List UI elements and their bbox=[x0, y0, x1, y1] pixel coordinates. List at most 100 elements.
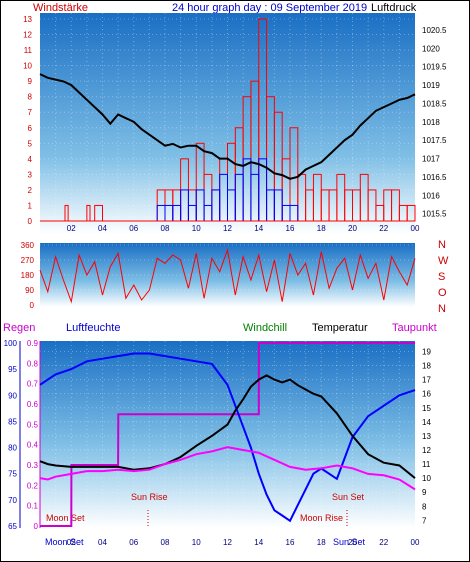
temp-tick-1: 8 bbox=[422, 502, 427, 511]
pressure-tick-2: 1016.5 bbox=[422, 173, 447, 182]
annotation-bottom-moon-set: Moon Set bbox=[45, 537, 84, 547]
legend-regen: Regen bbox=[3, 322, 35, 334]
direction-tick-4: 360 bbox=[21, 241, 35, 250]
pressure-tick-5: 1018 bbox=[422, 118, 440, 127]
rain-tick-8: 0.8 bbox=[27, 359, 39, 368]
top-x-tick-8: 18 bbox=[317, 224, 326, 233]
top-x-tick-0: 02 bbox=[67, 224, 76, 233]
humidity-tick-0: 65 bbox=[8, 522, 17, 531]
pressure-series bbox=[39, 73, 416, 180]
top-x-tick-7: 16 bbox=[286, 224, 295, 233]
wind-tick-12: 12 bbox=[23, 31, 32, 40]
top-x-tick-6: 14 bbox=[254, 224, 263, 233]
compass-letter-3: O bbox=[438, 287, 447, 299]
chart-title: 24 hour graph day : 09 September 2019 bbox=[172, 2, 367, 14]
legend-luftfeuchte: Luftfeuchte bbox=[66, 322, 120, 334]
pressure-tick-9: 1020 bbox=[422, 44, 440, 53]
annotation-moon-rise: Moon Rise bbox=[300, 513, 343, 523]
temp-tick-0: 7 bbox=[422, 516, 427, 525]
legend-temperatur: Temperatur bbox=[312, 322, 368, 334]
compass-letter-1: W bbox=[438, 255, 449, 267]
annotation-moon-set: Moon Set bbox=[46, 513, 85, 523]
wind-tick-11: 11 bbox=[24, 46, 33, 55]
rain-tick-3: 0.3 bbox=[27, 461, 39, 470]
direction-tick-2: 180 bbox=[21, 271, 35, 280]
direction-tick-0: 0 bbox=[30, 301, 35, 310]
rain-tick-6: 0.6 bbox=[27, 400, 39, 409]
humidity-tick-3: 80 bbox=[8, 444, 17, 453]
temp-tick-12: 19 bbox=[422, 347, 431, 356]
annotation-bottom-sun-set: Sun Set bbox=[333, 537, 366, 547]
pressure-tick-4: 1017.5 bbox=[422, 136, 447, 145]
pressure-tick-1: 1016 bbox=[422, 191, 440, 200]
pressure-tick-3: 1017 bbox=[422, 155, 440, 164]
bottom-x-tick-0: 02 bbox=[67, 538, 76, 547]
wind-tick-9: 9 bbox=[28, 77, 33, 86]
pressure-tick-10: 1020.5 bbox=[422, 26, 447, 35]
humidity-tick-5: 90 bbox=[8, 391, 17, 400]
wind-tick-2: 2 bbox=[28, 186, 33, 195]
compass-letter-4: N bbox=[438, 303, 446, 315]
bottom-x-tick-3: 08 bbox=[161, 538, 170, 547]
legend-taupunkt: Taupunkt bbox=[392, 322, 437, 334]
bottom-x-tick-10: 22 bbox=[379, 538, 388, 547]
bottom-x-tick-6: 14 bbox=[254, 538, 263, 547]
humidity-tick-6: 95 bbox=[8, 365, 17, 374]
annotation-sun-rise: Sun Rise bbox=[131, 492, 168, 502]
wind-tick-6: 6 bbox=[28, 124, 33, 133]
temp-tick-6: 13 bbox=[422, 432, 431, 441]
rain-tick-0: 0 bbox=[34, 522, 39, 531]
pressure-tick-7: 1019 bbox=[422, 81, 440, 90]
wind-tick-13: 13 bbox=[23, 15, 32, 24]
compass-letters: N W S O N bbox=[438, 239, 449, 315]
humidity-tick-2: 75 bbox=[8, 470, 17, 479]
rain-tick-7: 0.7 bbox=[27, 380, 39, 389]
rain-tick-9: 0.9 bbox=[27, 339, 39, 348]
wind-tick-8: 8 bbox=[28, 93, 33, 102]
top-x-tick-4: 10 bbox=[192, 224, 201, 233]
pressure-tick-6: 1018.5 bbox=[422, 99, 447, 108]
bottom-x-tick-7: 16 bbox=[286, 538, 295, 547]
top-x-tick-3: 08 bbox=[161, 224, 170, 233]
temp-tick-8: 15 bbox=[422, 404, 431, 413]
humidity-tick-7: 100 bbox=[4, 339, 18, 348]
temp-tick-3: 10 bbox=[422, 474, 431, 483]
direction-tick-1: 90 bbox=[25, 286, 34, 295]
wind-tick-10: 10 bbox=[23, 62, 32, 71]
wind-tick-0: 0 bbox=[28, 217, 33, 226]
rain-tick-4: 0.4 bbox=[27, 441, 39, 450]
temp-tick-5: 12 bbox=[422, 446, 431, 455]
top-x-tick-10: 22 bbox=[379, 224, 388, 233]
pressure-tick-8: 1019.5 bbox=[422, 63, 447, 72]
wind-tick-7: 7 bbox=[28, 108, 33, 117]
wind-tick-3: 3 bbox=[28, 170, 33, 179]
rain-tick-2: 0.2 bbox=[27, 481, 39, 490]
temp-tick-11: 18 bbox=[422, 362, 431, 371]
bottom-x-tick-4: 10 bbox=[192, 538, 201, 547]
top-x-tick-5: 12 bbox=[223, 224, 232, 233]
rain-tick-5: 0.5 bbox=[27, 420, 39, 429]
pressure-tick-0: 1015.5 bbox=[422, 210, 447, 219]
temp-tick-2: 9 bbox=[422, 488, 427, 497]
humidity-series bbox=[39, 352, 416, 523]
humidity-tick-4: 85 bbox=[8, 417, 17, 426]
rain-tick-1: 0.1 bbox=[27, 502, 39, 511]
legend-windchill: Windchill bbox=[243, 322, 287, 334]
bottom-x-tick-11: 00 bbox=[411, 538, 420, 547]
bottom-x-tick-2: 06 bbox=[129, 538, 138, 547]
temp-tick-10: 17 bbox=[422, 376, 431, 385]
bottom-x-tick-9: 20 bbox=[348, 538, 357, 547]
wind-axis-title: Windstärke bbox=[33, 2, 88, 14]
compass-letter-0: N bbox=[438, 239, 446, 251]
top-x-tick-11: 00 bbox=[411, 224, 420, 233]
direction-series bbox=[39, 248, 416, 304]
temp-tick-9: 16 bbox=[422, 390, 431, 399]
compass-letter-2: S bbox=[438, 271, 445, 283]
bottom-x-tick-1: 04 bbox=[98, 538, 107, 547]
direction-panel bbox=[40, 243, 415, 307]
direction-tick-3: 270 bbox=[21, 256, 35, 265]
dewpoint-series bbox=[39, 446, 416, 491]
bottom-x-tick-8: 18 bbox=[317, 538, 326, 547]
bottom-x-tick-5: 12 bbox=[223, 538, 232, 547]
